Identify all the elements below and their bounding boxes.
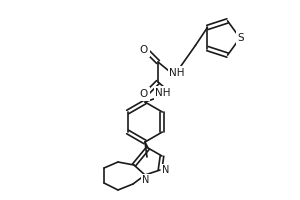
Text: N: N bbox=[142, 175, 150, 185]
Text: S: S bbox=[238, 33, 244, 43]
Text: O: O bbox=[140, 45, 148, 55]
Text: O: O bbox=[140, 89, 148, 99]
Text: NH: NH bbox=[155, 88, 171, 98]
Text: NH: NH bbox=[169, 68, 185, 78]
Text: N: N bbox=[162, 165, 170, 175]
